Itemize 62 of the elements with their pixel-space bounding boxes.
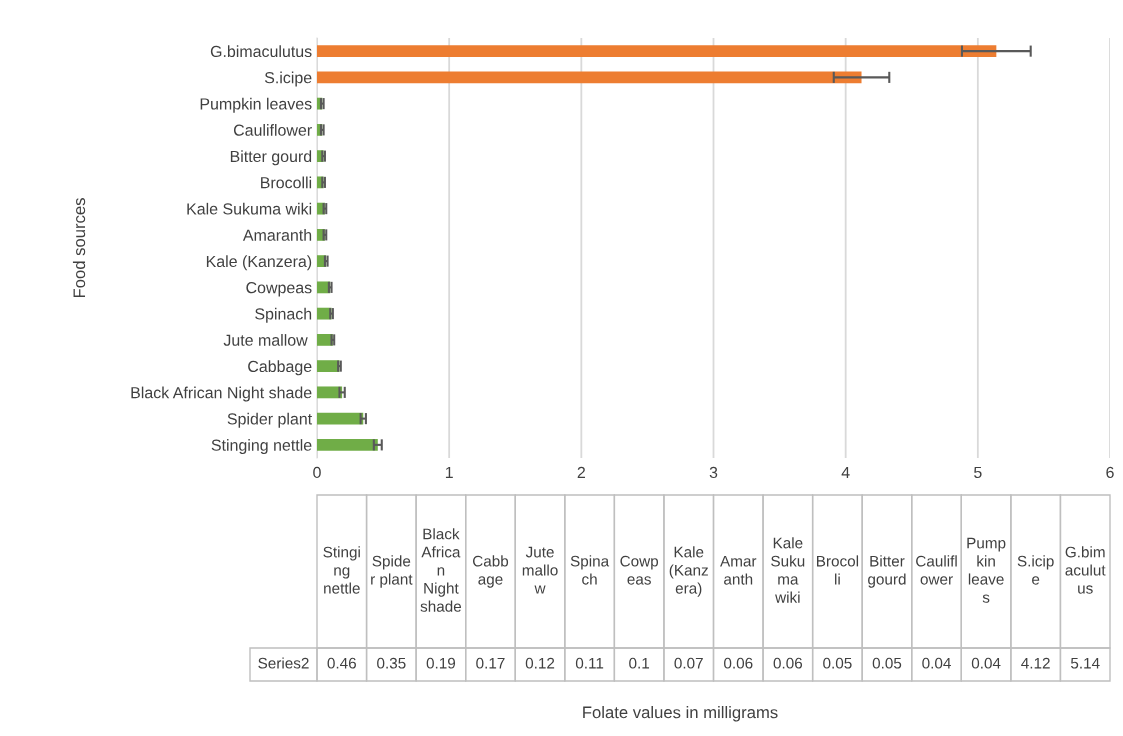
x-tick-label: 4 — [841, 466, 850, 478]
data-label: 0.19 — [426, 657, 456, 669]
category-label: Spinach — [570, 555, 610, 585]
category-label: Cowpeas — [620, 555, 659, 585]
data-label: 4.12 — [1021, 657, 1050, 669]
category-label: Brocolli — [817, 555, 859, 585]
y-tick-label: Spinach — [255, 307, 312, 323]
bar — [317, 71, 862, 84]
x-tick-label: 6 — [1106, 466, 1114, 479]
y-tick-label: Cowpeas — [246, 282, 312, 297]
y-tick-label: Kale (Kanzera) — [206, 255, 312, 271]
category-label: Bitter gourd — [868, 555, 906, 588]
data-label: 0.11 — [575, 657, 604, 669]
x-tick-label: 5 — [974, 466, 982, 479]
data-label: 0.04 — [971, 657, 1001, 669]
x-tick-label: 2 — [577, 466, 585, 478]
data-label: 0.12 — [525, 657, 555, 669]
data-label: 0.05 — [823, 657, 852, 669]
category-label: Amaranth — [720, 555, 757, 585]
category-label: G.bimaculutus — [1065, 546, 1106, 594]
data-label: 0.04 — [922, 657, 951, 669]
bar — [317, 438, 378, 451]
y-tick-label: Spider plant — [227, 412, 313, 428]
category-label: Cauliflower — [916, 555, 957, 585]
data-label: 5.14 — [1070, 657, 1100, 669]
y-tick-label: Black African Night shade — [131, 386, 312, 402]
legend-label: Series2 — [258, 657, 309, 669]
y-tick-label: Pumpkin leaves — [200, 97, 312, 113]
text: Folate values in milligrams — [583, 706, 778, 722]
category-label: Black African Night shade — [420, 528, 462, 612]
category-label: S.icipe — [1017, 555, 1054, 585]
category-label: Kale (Kanzera) — [669, 546, 708, 597]
data-label: 0.07 — [674, 657, 703, 669]
x-tick-label: 1 — [445, 466, 453, 478]
bar — [317, 412, 364, 425]
data-label: 0.05 — [872, 657, 902, 669]
y-tick-label: Cabbage — [248, 360, 312, 376]
data-label: 0.35 — [377, 657, 406, 669]
y-tick-label: Amaranth — [242, 229, 312, 241]
category-label: Cabbage — [472, 555, 509, 588]
y-tick-label: Stinging nettle — [211, 439, 312, 454]
category-label: Spider plant — [371, 555, 413, 588]
data-label: 0.46 — [327, 657, 356, 669]
data-label: 0.1 — [629, 657, 650, 669]
y-tick-label: Kale Sukuma wiki — [187, 202, 312, 215]
data-label: 0.17 — [476, 657, 505, 669]
category-label: Kale Sukuma wiki — [771, 537, 805, 603]
x-tick-label: 0 — [313, 466, 321, 479]
data-label: 0.06 — [724, 657, 753, 669]
bar — [317, 45, 997, 58]
y-tick-label: Brocolli — [261, 176, 312, 189]
data-label: 0.06 — [773, 657, 803, 669]
category-label: Stinging nettle — [323, 546, 360, 594]
category-label: Pumpkin leaves — [967, 537, 1006, 603]
y-axis-title: Food sources — [72, 198, 86, 298]
x-tick-label: 3 — [709, 466, 718, 479]
y-tick-label: Jute mallow — [223, 334, 308, 346]
y-tick-label: G.bimaculutus — [210, 45, 312, 58]
y-tick-label: Bitter gourd — [230, 150, 312, 166]
y-tick-label: Cauliflower — [233, 124, 312, 136]
category-label: Jute mallow — [522, 546, 558, 594]
y-tick-label: S.icipe — [264, 71, 312, 87]
